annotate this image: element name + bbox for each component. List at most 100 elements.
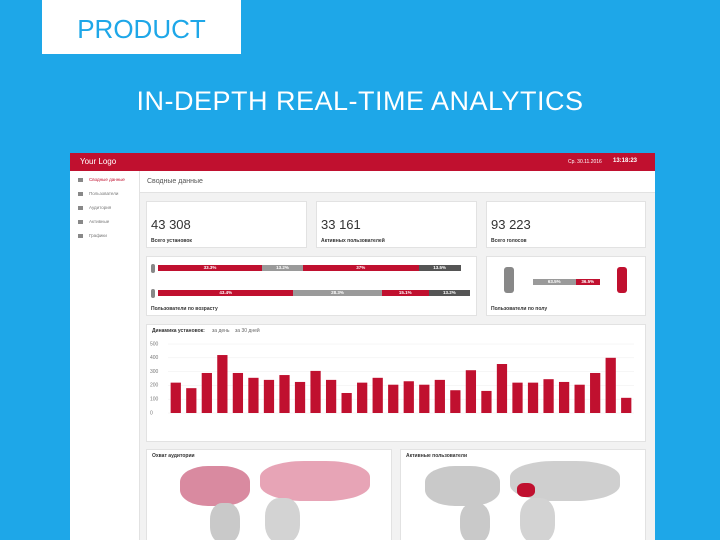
- age-label: 28.3%: [331, 290, 344, 295]
- gender-bar: 63.5% 36.5%: [533, 279, 600, 285]
- sidebar-icon: [78, 192, 83, 196]
- y-tick-label: 100: [150, 397, 159, 403]
- age-label: 43.4%: [219, 290, 233, 295]
- age-title: Пользователи по возрасту: [151, 306, 218, 312]
- stat-card: [146, 201, 307, 248]
- map-land: [180, 466, 250, 506]
- date: Ср. 30.11.2016: [568, 159, 602, 165]
- bar: [263, 379, 275, 413]
- bar: [512, 382, 523, 413]
- sidebar-icon: [78, 220, 83, 224]
- y-tick-label: 300: [150, 369, 159, 375]
- stat-value: 93 223: [491, 217, 531, 232]
- age-segment: 13.2%: [428, 290, 470, 296]
- chart-title: Динамика установок:: [152, 328, 205, 334]
- age-label: 13.2%: [276, 265, 289, 270]
- y-tick-label: 500: [150, 341, 159, 347]
- bar: [465, 370, 477, 413]
- bar: [201, 372, 212, 413]
- age-segment: 13.2%: [261, 265, 304, 271]
- bar: [419, 384, 430, 413]
- headline: IN-DEPTH REAL-TIME ANALYTICS: [136, 86, 584, 116]
- map-land: [425, 466, 500, 506]
- map-land: [460, 503, 490, 540]
- bar: [450, 390, 461, 413]
- map-title: Активные пользователи: [406, 453, 468, 459]
- bar: [217, 355, 228, 413]
- female-icon: [151, 289, 155, 298]
- app-window: Your Logo Ср. 30.11.2016 13:18:23 Сводны…: [70, 153, 655, 540]
- sidebar-item[interactable]: Активные: [89, 219, 110, 224]
- age-segment: 15.1%: [381, 290, 429, 296]
- sidebar-item[interactable]: Пользователи: [89, 191, 119, 196]
- bar: [388, 384, 399, 413]
- age-label: 15.1%: [398, 290, 412, 295]
- bar: [310, 370, 321, 413]
- y-tick-label: 400: [150, 355, 159, 361]
- bar: [372, 377, 383, 413]
- logo: Your Logo: [80, 157, 117, 166]
- gender-segment: 63.5%: [533, 279, 576, 285]
- time: 13:18:23: [613, 158, 638, 164]
- sidebar-menu: Сводные данные Пользователи Аудитория Актив…: [70, 177, 140, 267]
- bar: [341, 392, 352, 413]
- map-land: [517, 483, 535, 497]
- map-land: [520, 498, 555, 540]
- map-land: [260, 461, 370, 501]
- stat-label: Всего голосов: [491, 238, 527, 244]
- bar: [558, 381, 570, 413]
- bar: [232, 372, 244, 413]
- map-title: Охват аудитории: [152, 453, 195, 459]
- age-segment: 37%: [303, 265, 419, 271]
- bar: [186, 388, 197, 413]
- female-figure: [617, 267, 627, 293]
- product-tag-text: PRODUCT: [77, 14, 206, 44]
- y-tick-label: 200: [150, 383, 159, 389]
- bar: [527, 382, 539, 413]
- bar: [590, 372, 601, 413]
- y-tick-label: 0: [150, 410, 153, 416]
- sidebar: [70, 171, 140, 540]
- stats-row: 43 308 Всего установок 33 161 Активных поль…: [70, 153, 655, 540]
- sidebar-icon: [78, 234, 83, 238]
- stat-value: 43 308: [151, 217, 191, 232]
- bar: [248, 377, 259, 413]
- age-label: 13.2%: [443, 290, 456, 295]
- bar: [325, 379, 337, 413]
- map-land: [265, 498, 300, 540]
- option-month[interactable]: за 30 дней: [235, 328, 260, 334]
- age-label: 13.5%: [433, 265, 446, 270]
- stat-card: [486, 201, 646, 248]
- gender-label: 36.5%: [581, 279, 595, 284]
- sidebar-item[interactable]: Сводные данные: [89, 177, 125, 182]
- gender-segment: 36.5%: [575, 279, 600, 285]
- age-segment: 33.3%: [158, 265, 262, 271]
- bar: [496, 364, 508, 413]
- sidebar-item[interactable]: Аудитория: [89, 205, 112, 210]
- age-label: 33.3%: [203, 265, 217, 270]
- map-land: [210, 503, 240, 540]
- bar: [621, 397, 632, 413]
- gender-label: 63.5%: [547, 279, 561, 284]
- bar: [294, 381, 306, 413]
- bar: [605, 357, 616, 413]
- bar: [357, 382, 368, 413]
- product-tag: [42, 0, 241, 54]
- sidebar-item[interactable]: Графики: [89, 233, 107, 238]
- age-segment: 13.5%: [418, 265, 461, 271]
- page-title: Сводные данные: [147, 178, 203, 185]
- title-bar: [140, 171, 655, 193]
- bar: [543, 379, 554, 413]
- bar: [481, 390, 492, 413]
- bar: [574, 384, 585, 413]
- male-figure: [504, 267, 514, 293]
- bar: [434, 379, 445, 413]
- option-day[interactable]: за день: [212, 328, 230, 334]
- age-segment: 28.3%: [293, 290, 382, 296]
- stat-card: [316, 201, 477, 248]
- male-icon: [151, 264, 155, 273]
- app-header: [70, 153, 655, 171]
- age-label: 37%: [356, 265, 366, 270]
